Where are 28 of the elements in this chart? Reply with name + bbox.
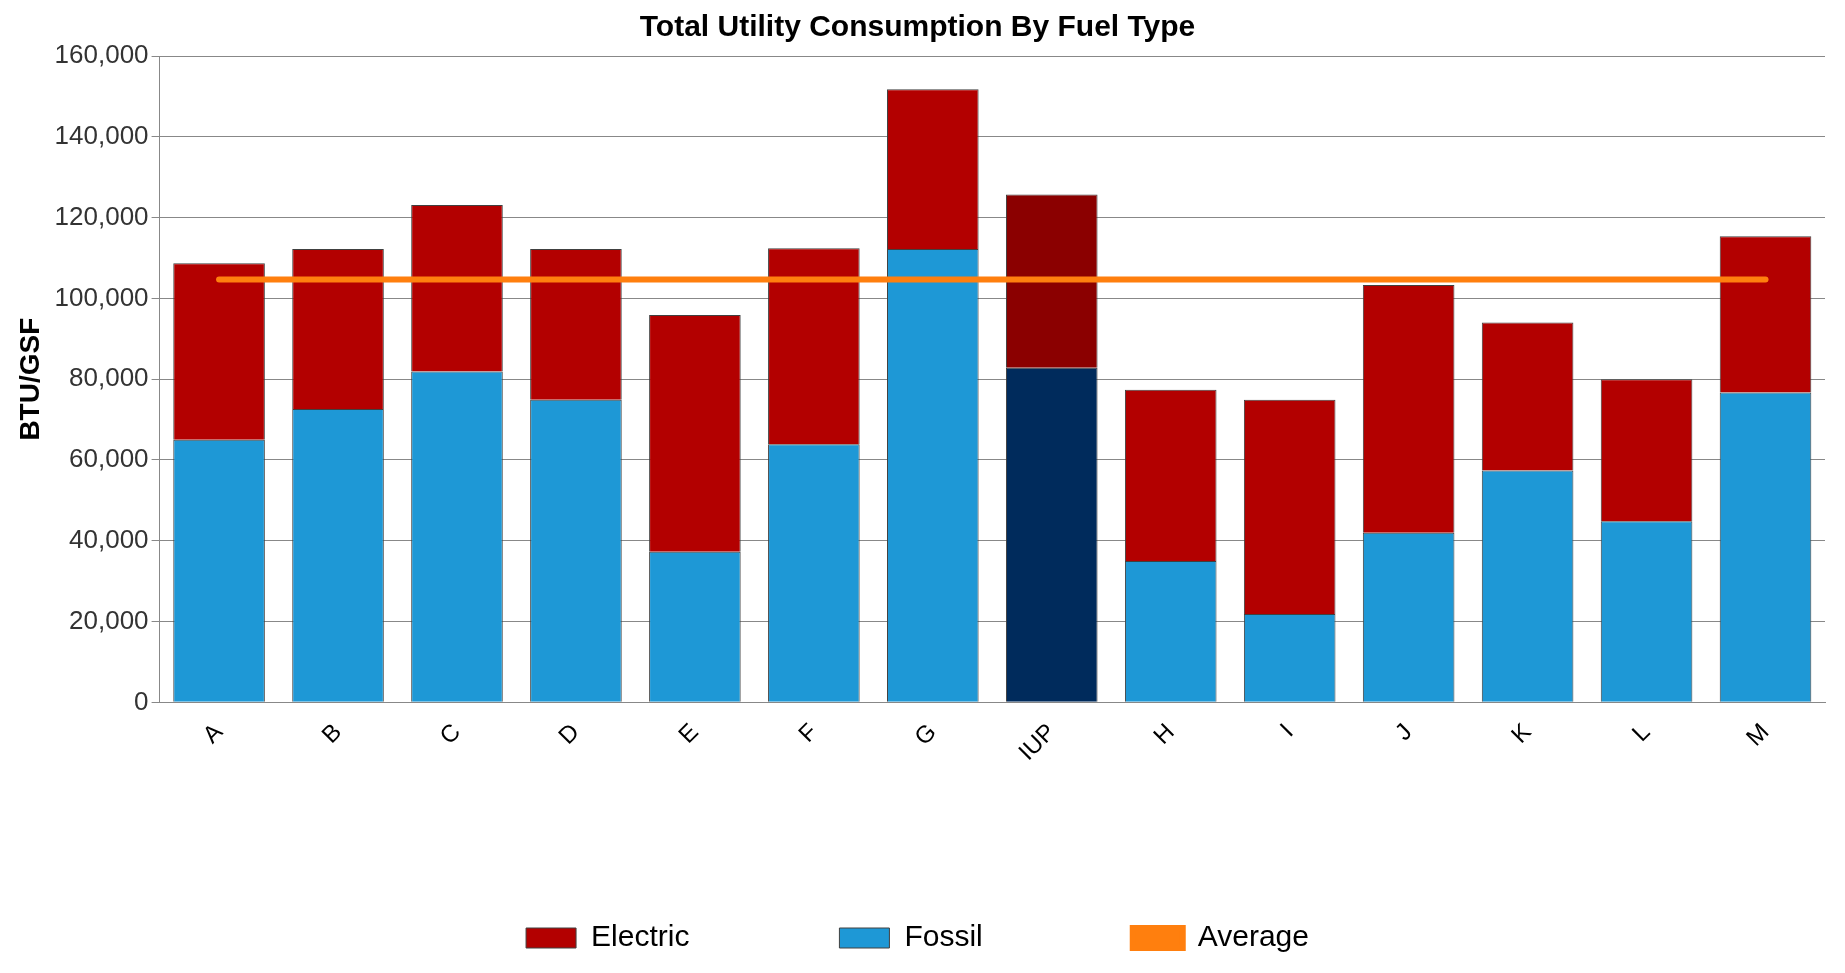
x-tick-label: F [792,717,823,748]
y-tick-label: 140,000 [54,119,149,150]
x-tick-label: C [433,717,466,750]
x-tick-label: I [1274,717,1298,742]
x-tick-label: H [1147,717,1179,750]
legend-label: Fossil [904,919,983,953]
y-tick-label: 0 [134,685,149,716]
x-tick-label: A [196,717,228,749]
y-tick-label: 100,000 [54,281,149,312]
y-tick-label: 80,000 [69,362,149,393]
y-axis-title: BTU/GSF [13,317,45,441]
legend-label: Average [1197,919,1309,953]
x-tick-label: E [672,717,704,749]
x-tick-label: K [1505,717,1536,749]
legend-label: Electric [591,919,690,953]
y-tick-label: 120,000 [54,200,149,231]
y-tick-label: 160,000 [54,39,149,70]
y-tick-label: 60,000 [69,443,149,474]
x-tick-label: M [1740,717,1774,751]
x-tick-label: D [552,717,585,750]
x-tick-label: L [1626,717,1655,747]
x-tick-label: B [315,717,347,749]
x-tick-label: J [1389,717,1417,746]
x-tick-label: IUP [1012,717,1060,766]
chart-title: Total Utility Consumption By Fuel Type [639,9,1196,43]
x-tick-label: G [908,717,942,750]
y-tick-label: 20,000 [69,604,149,635]
y-tick-label: 40,000 [69,523,149,554]
